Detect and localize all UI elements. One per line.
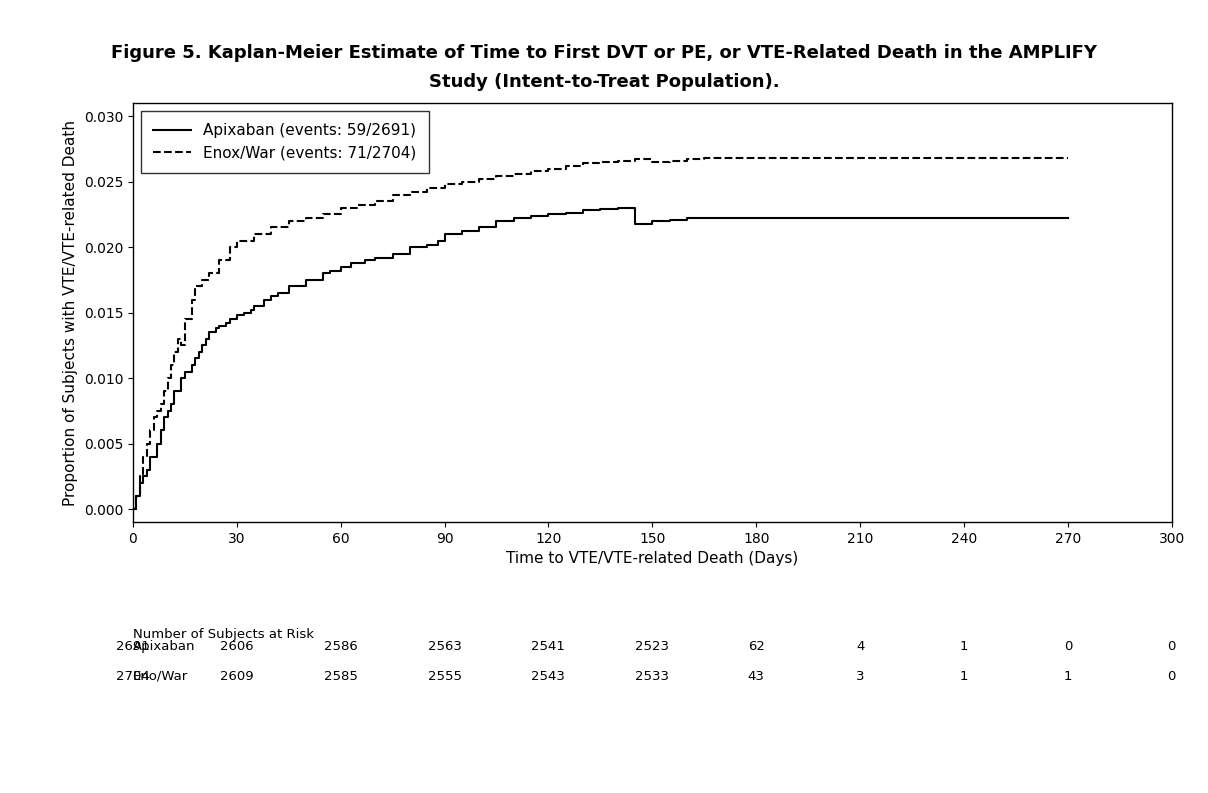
Apixaban (events: 59/2691): (270, 0.0222): 59/2691): (270, 0.0222)	[1061, 213, 1075, 223]
Y-axis label: Proportion of Subjects with VTE/VTE-related Death: Proportion of Subjects with VTE/VTE-rela…	[63, 120, 79, 506]
Enox/War (events: 71/2704): (50, 0.022): 71/2704): (50, 0.022)	[298, 216, 313, 226]
Text: 2585: 2585	[324, 670, 358, 683]
Apixaban (events: 59/2691): (14, 0.01): 59/2691): (14, 0.01)	[174, 374, 188, 383]
Apixaban (events: 59/2691): (0, 0): 59/2691): (0, 0)	[126, 504, 140, 514]
Apixaban (events: 59/2691): (100, 0.0215): 59/2691): (100, 0.0215)	[472, 223, 487, 232]
Apixaban (events: 59/2691): (8, 0.005): 59/2691): (8, 0.005)	[153, 439, 168, 448]
Text: 2691: 2691	[116, 640, 150, 653]
Apixaban (events: 59/2691): (85, 0.02): 59/2691): (85, 0.02)	[420, 243, 435, 252]
Text: 2586: 2586	[324, 640, 358, 653]
Enox/War (events: 71/2704): (150, 0.0267): 71/2704): (150, 0.0267)	[645, 155, 660, 164]
Enox/War (events: 71/2704): (0, 0): 71/2704): (0, 0)	[126, 504, 140, 514]
Text: 2533: 2533	[635, 670, 669, 683]
Text: 1: 1	[959, 640, 969, 653]
Apixaban (events: 59/2691): (105, 0.022): 59/2691): (105, 0.022)	[489, 216, 504, 226]
Text: 2555: 2555	[428, 670, 461, 683]
Text: Study (Intent-to-Treat Population).: Study (Intent-to-Treat Population).	[429, 73, 779, 91]
Enox/War (events: 71/2704): (165, 0.0268): 71/2704): (165, 0.0268)	[697, 153, 712, 163]
Legend: Apixaban (events: 59/2691), Enox/War (events: 71/2704): Apixaban (events: 59/2691), Enox/War (ev…	[140, 111, 429, 173]
Text: 0: 0	[1064, 640, 1071, 653]
Enox/War (events: 71/2704): (70, 0.0232): 71/2704): (70, 0.0232)	[368, 201, 383, 210]
Text: 0: 0	[1168, 670, 1175, 683]
Text: 2704: 2704	[116, 670, 150, 683]
Text: 2541: 2541	[532, 640, 565, 653]
Text: 1: 1	[1063, 670, 1073, 683]
Text: 2543: 2543	[532, 670, 565, 683]
Text: 2606: 2606	[220, 640, 254, 653]
Text: 1: 1	[959, 670, 969, 683]
Text: 4: 4	[856, 640, 864, 653]
Enox/War (events: 71/2704): (270, 0.0268): 71/2704): (270, 0.0268)	[1061, 153, 1075, 163]
Text: 0: 0	[1168, 640, 1175, 653]
Text: Apixaban: Apixaban	[133, 640, 196, 653]
Apixaban (events: 59/2691): (24, 0.0138): 59/2691): (24, 0.0138)	[209, 324, 223, 333]
Enox/War (events: 71/2704): (12, 0.011): 71/2704): (12, 0.011)	[167, 360, 181, 370]
Line: Enox/War (events: 71/2704): Enox/War (events: 71/2704)	[133, 158, 1068, 509]
Enox/War (events: 71/2704): (155, 0.0266): 71/2704): (155, 0.0266)	[662, 156, 676, 166]
Text: 2563: 2563	[428, 640, 461, 653]
Text: 62: 62	[748, 640, 765, 653]
Text: 2609: 2609	[220, 670, 254, 683]
Text: Number of Subjects at Risk: Number of Subjects at Risk	[133, 628, 314, 641]
Apixaban (events: 59/2691): (140, 0.023): 59/2691): (140, 0.023)	[610, 203, 625, 213]
Text: Eno/War: Eno/War	[133, 670, 188, 683]
Text: Figure 5. Kaplan-Meier Estimate of Time to First DVT or PE, or VTE-Related Death: Figure 5. Kaplan-Meier Estimate of Time …	[111, 44, 1097, 62]
Line: Apixaban (events: 59/2691): Apixaban (events: 59/2691)	[133, 208, 1068, 509]
Text: 43: 43	[748, 670, 765, 683]
Text: 3: 3	[855, 670, 865, 683]
Enox/War (events: 71/2704): (10, 0.009): 71/2704): (10, 0.009)	[161, 386, 175, 396]
Text: 2523: 2523	[635, 640, 669, 653]
X-axis label: Time to VTE/VTE-related Death (Days): Time to VTE/VTE-related Death (Days)	[506, 551, 798, 566]
